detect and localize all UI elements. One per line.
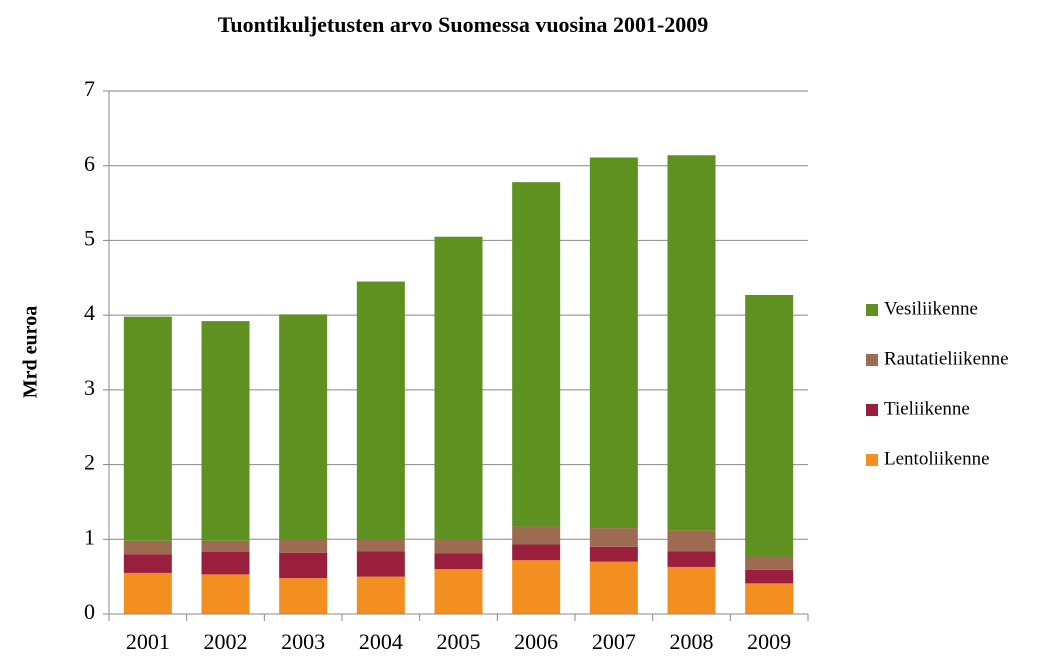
bar-segment <box>123 316 172 541</box>
y-tick-label: 3 <box>84 375 95 400</box>
bar-segment <box>201 574 250 614</box>
x-tick-label: 2007 <box>592 629 636 654</box>
bar-segment <box>279 552 328 579</box>
bar-segment <box>201 540 250 552</box>
x-tick-label: 2009 <box>747 629 791 654</box>
bar-segment <box>745 583 794 614</box>
y-axis-label: Mrd euroa <box>20 306 42 398</box>
legend-swatch <box>866 354 878 366</box>
bar-segment <box>201 551 250 575</box>
bar-segment <box>123 554 172 573</box>
bar-segment <box>434 539 483 554</box>
bar-segment <box>279 314 328 540</box>
x-tick-label: 2001 <box>126 629 170 654</box>
x-tick-label: 2002 <box>204 629 248 654</box>
bar-segment <box>589 561 638 614</box>
bar-segment <box>745 569 794 584</box>
bar-segment <box>123 572 172 614</box>
x-tick-label: 2008 <box>670 629 714 654</box>
legend-label: Rautatieliikenne <box>884 348 1009 369</box>
bar-segment <box>356 281 405 540</box>
bar-segment <box>434 553 483 570</box>
y-tick-label: 2 <box>84 450 95 475</box>
bar-segment <box>434 236 483 540</box>
y-tick-label: 4 <box>84 300 95 325</box>
bar-segment <box>589 528 638 547</box>
bar-segment <box>667 155 716 531</box>
bar-segment <box>201 321 250 541</box>
bar-segment <box>745 294 794 557</box>
bar-segment <box>434 569 483 614</box>
bar-segment <box>667 530 716 552</box>
x-tick-label: 2005 <box>437 629 481 654</box>
bar-segment <box>279 578 328 614</box>
legend-label: Tieliikenne <box>884 398 970 419</box>
bar-segment <box>512 544 561 561</box>
x-tick-label: 2006 <box>514 629 558 654</box>
bar-segment <box>745 556 794 570</box>
bar-segment <box>512 526 561 545</box>
legend-label: Lentoliikenne <box>884 448 990 469</box>
chart-title: Tuontikuljetusten arvo Suomessa vuosina … <box>218 12 709 37</box>
x-tick-label: 2004 <box>359 629 403 654</box>
bar-segment <box>512 182 561 527</box>
bar-segment <box>589 157 638 529</box>
y-tick-label: 6 <box>84 151 95 176</box>
bar-segment <box>356 576 405 614</box>
legend-swatch <box>866 454 878 466</box>
x-tick-label: 2003 <box>281 629 325 654</box>
y-tick-label: 1 <box>84 524 95 549</box>
bar-segment <box>356 539 405 552</box>
y-tick-label: 5 <box>84 225 95 250</box>
bar-segment <box>123 540 172 555</box>
legend-swatch <box>866 404 878 416</box>
legend-label: Vesiliikenne <box>884 298 978 319</box>
bar-segment <box>589 546 638 562</box>
y-tick-label: 0 <box>84 599 95 624</box>
bar-segment <box>512 560 561 614</box>
legend-swatch <box>866 304 878 316</box>
y-tick-label: 7 <box>84 76 95 101</box>
bar-segment <box>667 551 716 567</box>
bar-segment <box>667 566 716 614</box>
bar-segment <box>356 551 405 577</box>
bar-segment <box>279 539 328 553</box>
